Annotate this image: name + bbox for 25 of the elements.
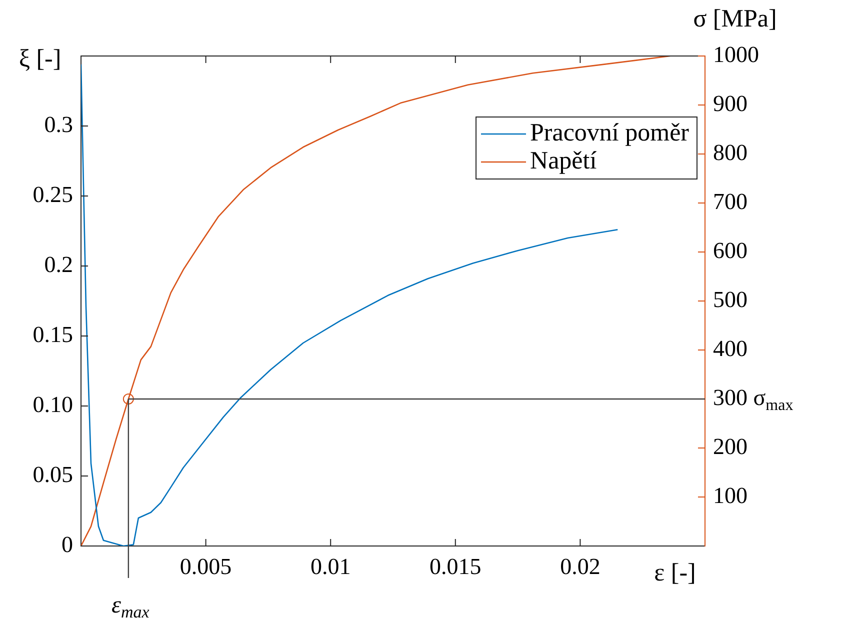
x-tick-label: 0.02 xyxy=(560,554,600,579)
legend-label: Napětí xyxy=(530,148,597,175)
y-axis-title: ξ [-] xyxy=(18,46,62,73)
y2-tick-label: 400 xyxy=(713,336,748,362)
y-tick-label: 0.15 xyxy=(32,322,73,348)
y2-axis-title: σ [MPa] xyxy=(693,6,777,33)
y2-tick-label: 500 xyxy=(713,287,748,312)
y-tick-label: 0.3 xyxy=(44,112,73,138)
y2-tick-label: 1000 xyxy=(713,42,759,68)
y-tick-label: 0.10 xyxy=(32,392,73,418)
y-tick-label: 0 xyxy=(62,532,73,558)
legend-label: Pracovní poměr xyxy=(530,120,690,147)
x-axis-title: ε [-] xyxy=(654,560,696,587)
y-tick-label: 0.25 xyxy=(32,182,73,208)
x-tick-label: 0.005 xyxy=(180,554,232,579)
y2-tick-label: 800 xyxy=(713,140,748,166)
x-tick-label: 0.01 xyxy=(310,554,351,579)
x-tick-label: 0.015 xyxy=(430,554,482,579)
y2-tick-label: 600 xyxy=(713,238,748,264)
y-tick-label: 0.05 xyxy=(32,462,73,488)
y-tick-label: 0.2 xyxy=(44,252,73,278)
y2-tick-label: 900 xyxy=(713,91,748,116)
y2-tick-label: 700 xyxy=(713,189,748,214)
y2-tick-label: 200 xyxy=(713,434,748,460)
y2-tick-label: 100 xyxy=(713,483,748,508)
